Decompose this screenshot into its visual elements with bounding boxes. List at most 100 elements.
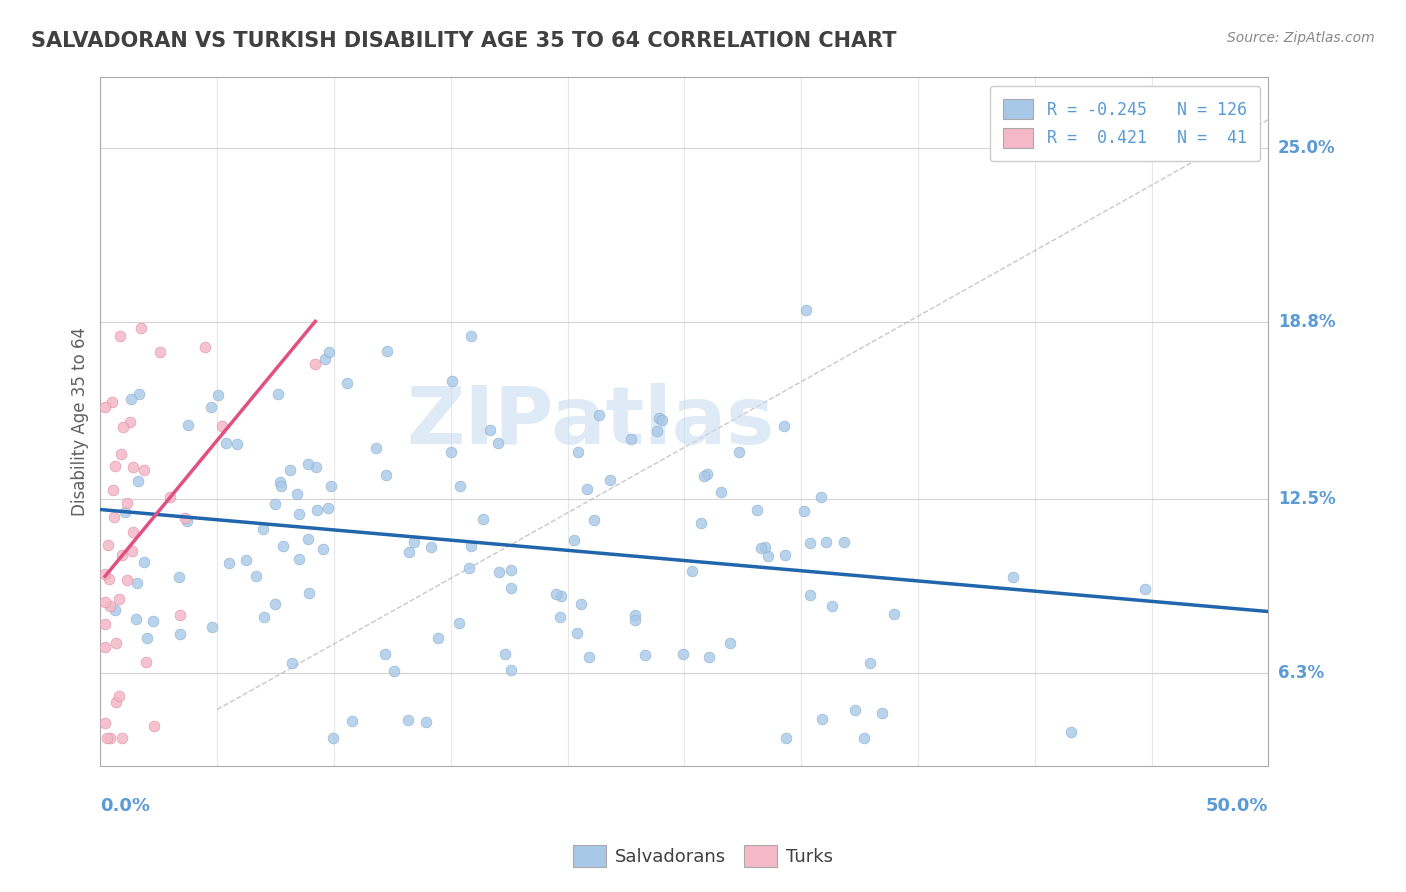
Point <box>94 640 117 654</box>
Point <box>305 459 328 474</box>
Point <box>749 541 772 555</box>
Point <box>98 599 121 613</box>
Point <box>336 376 359 390</box>
Point <box>169 627 191 641</box>
Point <box>94 616 117 631</box>
Point <box>312 542 335 557</box>
Point <box>773 549 796 563</box>
Point <box>872 706 894 720</box>
Point <box>285 487 308 501</box>
Text: 12.5%: 12.5% <box>1278 490 1336 508</box>
Point <box>94 715 117 730</box>
Point <box>576 483 599 497</box>
Point <box>449 479 471 493</box>
Point <box>108 328 131 343</box>
Point <box>104 695 127 709</box>
Point <box>441 374 464 388</box>
Point <box>253 609 276 624</box>
Point <box>177 418 200 433</box>
Point <box>131 321 153 335</box>
Point <box>460 329 482 343</box>
Point <box>98 731 121 745</box>
Point <box>623 607 645 622</box>
Point <box>103 483 125 497</box>
Point <box>115 574 138 588</box>
Point <box>648 410 671 425</box>
Point <box>167 570 190 584</box>
Point <box>415 714 437 729</box>
Point <box>173 511 195 525</box>
Y-axis label: Disability Age 35 to 64: Disability Age 35 to 64 <box>72 327 89 516</box>
Point <box>544 587 567 601</box>
Point <box>799 588 821 602</box>
Point <box>578 649 600 664</box>
Point <box>366 441 388 455</box>
Point <box>263 597 285 611</box>
Point <box>207 388 229 402</box>
Point <box>252 523 274 537</box>
Point <box>651 413 673 427</box>
Point <box>287 552 309 566</box>
Point <box>340 714 363 728</box>
Point <box>815 534 838 549</box>
Point <box>149 344 172 359</box>
Point <box>620 433 643 447</box>
Text: Source: ZipAtlas.com: Source: ZipAtlas.com <box>1227 31 1375 45</box>
Point <box>582 513 605 527</box>
Point <box>681 564 703 578</box>
Legend: R = -0.245   N = 126, R =  0.421   N =  41: R = -0.245 N = 126, R = 0.421 N = 41 <box>990 86 1260 161</box>
Point <box>127 475 149 489</box>
Point <box>457 560 479 574</box>
Text: 18.8%: 18.8% <box>1278 313 1336 331</box>
Text: 50.0%: 50.0% <box>1206 797 1268 814</box>
Point <box>396 714 419 728</box>
Point <box>314 352 336 367</box>
Point <box>94 595 117 609</box>
Point <box>374 647 396 661</box>
Text: SALVADORAN VS TURKISH DISABILITY AGE 35 TO 64 CORRELATION CHART: SALVADORAN VS TURKISH DISABILITY AGE 35 … <box>31 31 897 51</box>
Point <box>269 475 291 489</box>
Point <box>718 635 741 649</box>
Point <box>135 655 157 669</box>
Point <box>562 533 585 548</box>
Point <box>226 437 249 451</box>
Point <box>821 599 844 613</box>
Point <box>200 400 222 414</box>
Point <box>271 539 294 553</box>
Point <box>427 631 450 645</box>
Point <box>117 496 139 510</box>
Point <box>245 569 267 583</box>
Point <box>810 712 832 726</box>
Point <box>775 731 797 745</box>
Point <box>169 607 191 622</box>
Point <box>398 545 420 559</box>
Point <box>756 549 779 563</box>
Point <box>1002 570 1025 584</box>
Point <box>104 459 127 474</box>
Point <box>624 613 647 627</box>
Point <box>321 478 343 492</box>
Point <box>773 419 796 434</box>
Point <box>297 533 319 547</box>
Point <box>304 357 326 371</box>
Point <box>218 556 240 570</box>
Point <box>318 345 340 359</box>
Point <box>111 548 134 562</box>
Point <box>142 614 165 628</box>
Point <box>852 731 875 745</box>
Point <box>135 631 157 645</box>
Point <box>297 457 319 471</box>
Point <box>298 586 321 600</box>
Point <box>101 395 124 409</box>
Point <box>810 490 832 504</box>
Point <box>215 436 238 450</box>
Text: 6.3%: 6.3% <box>1278 664 1324 682</box>
Point <box>322 731 344 745</box>
Point <box>550 589 572 603</box>
Text: 25.0%: 25.0% <box>1278 138 1336 157</box>
Point <box>108 592 131 607</box>
Point <box>440 445 463 459</box>
Point <box>883 607 905 621</box>
Point <box>263 496 285 510</box>
Point <box>235 553 257 567</box>
